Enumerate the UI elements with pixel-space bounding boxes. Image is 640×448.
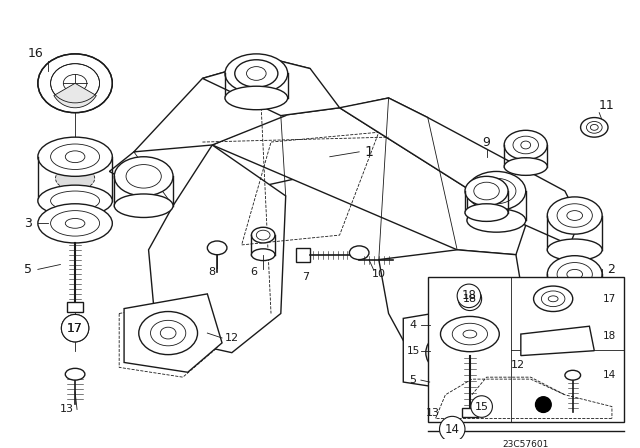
Text: 14: 14 [445,422,460,435]
Text: 2: 2 [607,263,615,276]
Polygon shape [212,108,525,255]
Ellipse shape [467,209,525,232]
Text: 23C57601: 23C57601 [502,440,549,448]
Ellipse shape [139,311,198,355]
Polygon shape [124,294,222,372]
Text: 12: 12 [225,333,239,343]
Text: 7: 7 [301,272,309,282]
Ellipse shape [547,197,602,234]
Ellipse shape [580,117,608,137]
Ellipse shape [38,204,112,243]
Ellipse shape [252,227,275,243]
Text: 8: 8 [209,267,216,277]
Polygon shape [340,98,580,245]
Text: 10: 10 [372,269,386,279]
Polygon shape [379,250,525,387]
Circle shape [440,416,465,442]
Text: 18: 18 [602,331,616,341]
Ellipse shape [115,194,173,217]
Polygon shape [296,248,310,262]
Text: 17: 17 [602,294,616,304]
Ellipse shape [440,316,499,352]
Ellipse shape [252,249,275,261]
Ellipse shape [504,130,547,159]
Ellipse shape [349,246,369,259]
Ellipse shape [65,368,85,380]
Ellipse shape [56,167,95,190]
Text: 6: 6 [250,267,257,277]
Text: 9: 9 [483,136,490,149]
Polygon shape [134,59,310,152]
Circle shape [457,284,481,308]
Ellipse shape [225,86,287,110]
Text: 14: 14 [602,370,616,380]
Ellipse shape [465,177,508,206]
Ellipse shape [426,329,488,376]
Polygon shape [148,145,285,353]
Ellipse shape [467,172,525,211]
Polygon shape [202,59,340,116]
Text: 3: 3 [24,217,32,230]
Ellipse shape [547,239,602,261]
Text: 12: 12 [511,360,525,370]
Text: 16: 16 [28,47,44,60]
Circle shape [61,314,89,342]
Ellipse shape [225,54,287,93]
Ellipse shape [547,298,602,319]
Text: 18: 18 [461,289,476,302]
Wedge shape [54,83,96,108]
Ellipse shape [38,137,112,177]
Text: 17: 17 [67,322,83,335]
Text: 18: 18 [463,294,477,304]
Text: 15: 15 [406,346,420,356]
Polygon shape [67,302,83,311]
Text: 13: 13 [426,409,440,418]
Circle shape [458,287,482,310]
Polygon shape [462,408,477,418]
Ellipse shape [207,241,227,255]
Polygon shape [109,98,428,206]
Ellipse shape [235,60,278,87]
Polygon shape [403,304,506,392]
Polygon shape [521,326,595,356]
Text: 4: 4 [410,320,417,330]
Text: 17: 17 [67,322,83,335]
Ellipse shape [547,256,602,293]
Ellipse shape [504,158,547,175]
Ellipse shape [465,204,508,221]
Ellipse shape [38,54,112,112]
Ellipse shape [534,286,573,311]
Text: 13: 13 [60,405,74,414]
Ellipse shape [565,370,580,380]
Text: 15: 15 [475,401,489,412]
Circle shape [61,314,89,342]
Text: 1: 1 [365,145,373,159]
Text: 5: 5 [410,375,417,385]
Circle shape [536,397,551,413]
Circle shape [471,396,492,418]
Bar [428,277,624,422]
Text: 5: 5 [24,263,32,276]
Text: 11: 11 [598,99,614,112]
Ellipse shape [38,185,112,216]
Ellipse shape [115,157,173,196]
